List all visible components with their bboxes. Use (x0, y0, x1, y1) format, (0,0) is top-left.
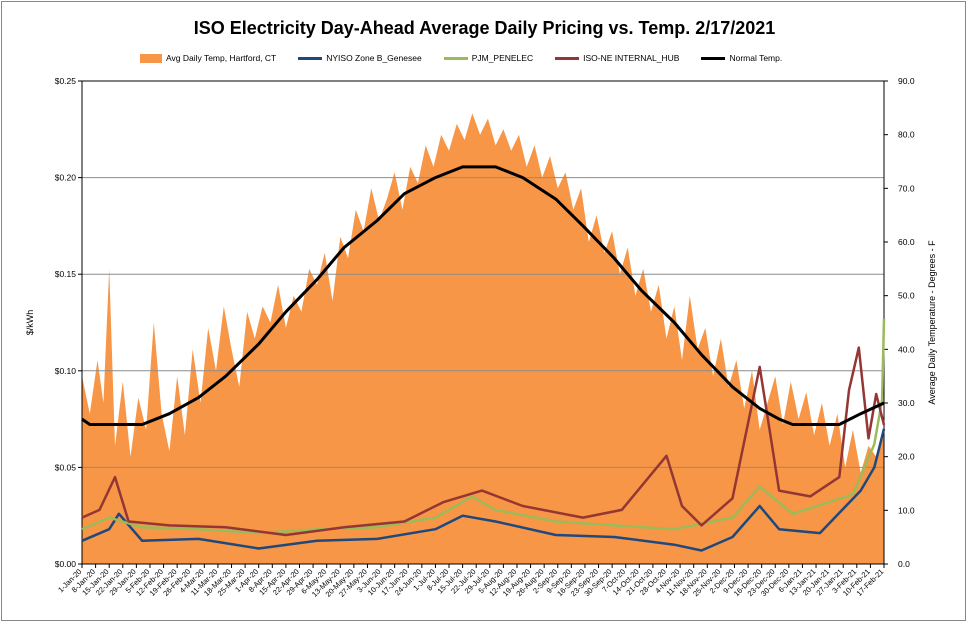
y2tick-label: 60.0 (898, 237, 915, 247)
series-line-pjm (81, 318, 886, 535)
y2tick-label: 10.0 (898, 505, 915, 515)
legend: Avg Daily Temp, Hartford, CT NYISO Zone B… (140, 51, 804, 65)
ytick-label: $0.15 (55, 269, 77, 279)
legend-item-nyiso: NYISO Zone B_Genesee (298, 53, 422, 63)
y2tick-label: 20.0 (898, 452, 915, 462)
chart-title: ISO Electricity Day-Ahead Average Daily … (193, 18, 776, 38)
legend-swatch (443, 56, 468, 60)
y2tick-label: 70.0 (898, 183, 915, 193)
legend-label: PJM_PENELEC (471, 53, 534, 63)
ytick-label: $0.00 (55, 559, 77, 569)
legend-swatch (555, 56, 580, 60)
y2tick-label: 80.0 (898, 130, 915, 140)
y2tick-label: 50.0 (898, 291, 915, 301)
legend-item-pjm: PJM_PENELEC (443, 53, 534, 63)
series-line-isone (81, 346, 886, 537)
legend-swatch (140, 53, 162, 63)
legend-label: Avg Daily Temp, Hartford, CT (166, 53, 277, 63)
legend-item-normal-temp: Normal Temp. (701, 53, 782, 63)
legend-label: ISO-NE INTERNAL_HUB (583, 53, 680, 63)
ytick-label: $0.25 (55, 76, 77, 86)
legend-label: NYISO Zone B_Genesee (326, 53, 422, 63)
y2-axis-title: Average Daily Temperature - Degrees - F (927, 240, 937, 405)
y2tick-label: 30.0 (898, 398, 915, 408)
ytick-label: $0.05 (55, 462, 77, 472)
legend-item-temp: Avg Daily Temp, Hartford, CT (140, 53, 276, 63)
series-line-normal-temp (81, 165, 885, 426)
series-line-nyiso (81, 428, 886, 552)
y2tick-label: 0.0 (898, 559, 910, 569)
legend-item-isone: ISO-NE INTERNAL_HUB (555, 53, 679, 63)
legend-swatch (298, 56, 323, 60)
y2tick-label: 90.0 (898, 76, 915, 86)
ytick-label: $0.10 (55, 366, 77, 376)
series-area-temp (82, 113, 884, 564)
y-axis-title: $/kWh (25, 310, 35, 336)
ytick-label: $0.20 (55, 173, 77, 183)
legend-swatch (701, 56, 726, 60)
y2tick-label: 40.0 (898, 344, 915, 354)
legend-label: Normal Temp. (729, 53, 783, 63)
